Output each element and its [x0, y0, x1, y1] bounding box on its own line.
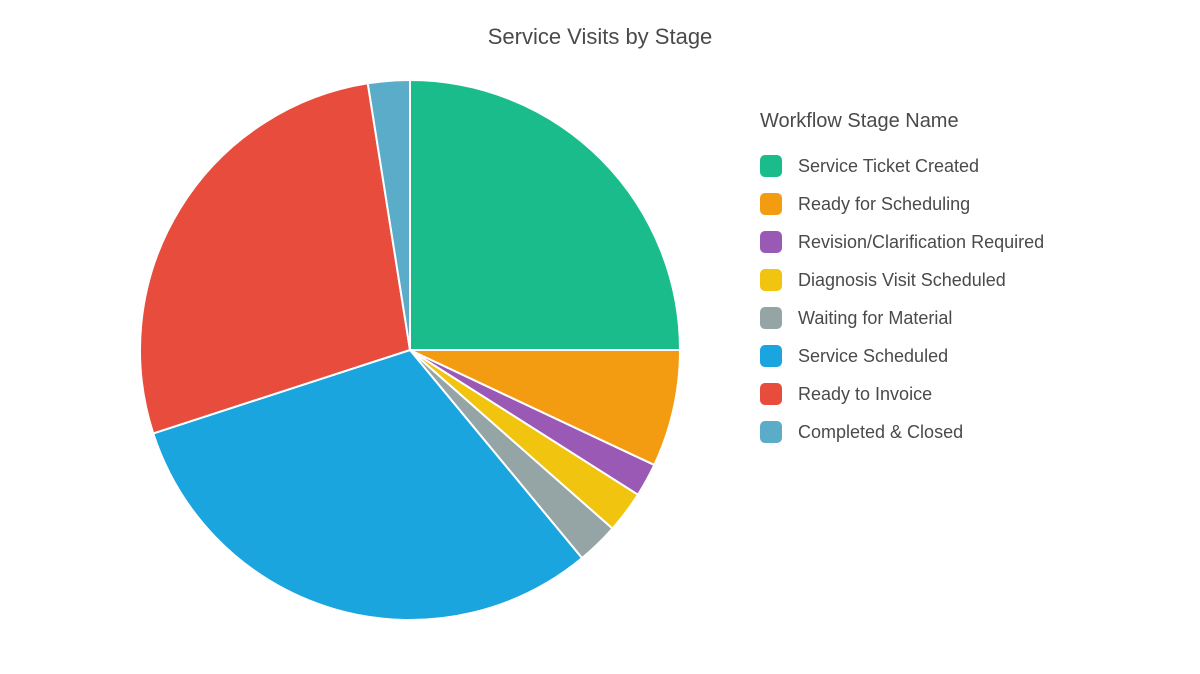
legend-item: Ready for Scheduling	[760, 193, 1140, 215]
legend-item: Ready to Invoice	[760, 383, 1140, 405]
legend-swatch	[760, 269, 782, 291]
chart-container: Service Visits by Stage Workflow Stage N…	[0, 0, 1200, 674]
legend-label: Ready to Invoice	[798, 384, 932, 405]
pie-slice	[410, 80, 680, 350]
legend-swatch	[760, 155, 782, 177]
legend-item: Completed & Closed	[760, 421, 1140, 443]
legend-swatch	[760, 231, 782, 253]
legend-label: Service Ticket Created	[798, 156, 979, 177]
legend-swatch	[760, 421, 782, 443]
legend-items: Service Ticket Created Ready for Scheduli…	[760, 155, 1140, 443]
legend-label: Diagnosis Visit Scheduled	[798, 270, 1006, 291]
legend-swatch	[760, 193, 782, 215]
legend: Workflow Stage Name Service Ticket Creat…	[760, 110, 1140, 459]
legend-title: Workflow Stage Name	[760, 110, 1140, 133]
legend-label: Waiting for Material	[798, 308, 952, 329]
pie-svg	[130, 70, 690, 630]
legend-swatch	[760, 345, 782, 367]
legend-item: Service Scheduled	[760, 345, 1140, 367]
legend-label: Ready for Scheduling	[798, 194, 970, 215]
legend-item: Waiting for Material	[760, 307, 1140, 329]
legend-swatch	[760, 383, 782, 405]
legend-label: Completed & Closed	[798, 422, 963, 443]
legend-label: Service Scheduled	[798, 346, 948, 367]
legend-item: Diagnosis Visit Scheduled	[760, 269, 1140, 291]
legend-item: Revision/Clarification Required	[760, 231, 1140, 253]
legend-label: Revision/Clarification Required	[798, 232, 1044, 253]
legend-swatch	[760, 307, 782, 329]
chart-title: Service Visits by Stage	[0, 24, 1200, 50]
legend-item: Service Ticket Created	[760, 155, 1140, 177]
pie-chart	[130, 70, 690, 630]
